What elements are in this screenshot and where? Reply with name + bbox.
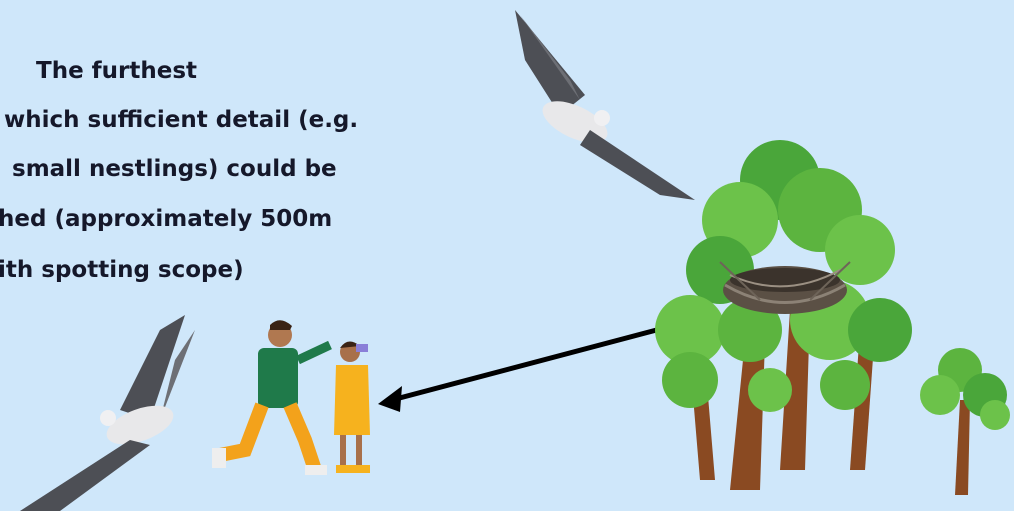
caption-line: The furthest <box>36 58 197 84</box>
caption-line: ith spotting scope) <box>0 257 244 283</box>
caption-line: which sufficient detail (e.g. <box>4 107 358 133</box>
scene: The furthest which sufficient detail (e.… <box>0 0 1014 511</box>
caption-line: hed (approximately 500m <box>0 206 332 232</box>
caption-line: small nestlings) could be <box>12 156 337 182</box>
